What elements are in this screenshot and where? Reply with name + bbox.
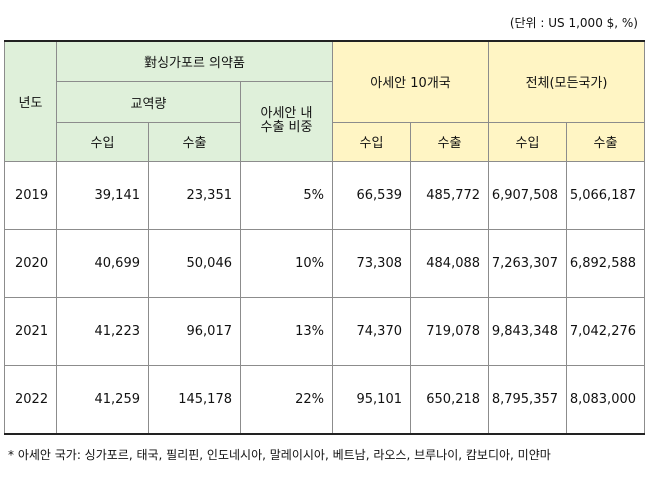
cell-total-export: 7,042,276 (566, 297, 646, 367)
cell-year: 2022 (4, 365, 57, 436)
table-row: 2019 39,141 23,351 5% 66,539 485,772 6,9… (4, 160, 646, 230)
cell-sg-import: 41,223 (56, 297, 149, 367)
cell-asean-import: 73,308 (332, 228, 411, 299)
cell-asean-export: 719,078 (409, 297, 490, 367)
cell-total-export: 5,066,187 (566, 160, 646, 230)
cell-sg-export: 23,351 (148, 160, 241, 230)
cell-share: 10% (240, 228, 333, 299)
cell-share: 13% (240, 297, 333, 367)
header-asean-import: 수입 (332, 121, 411, 162)
header-asean-share: 아세안 내 수출 비중 (240, 81, 333, 162)
cell-sg-export: 145,178 (148, 365, 241, 436)
cell-share: 22% (240, 365, 333, 436)
cell-sg-import: 39,141 (56, 160, 149, 230)
header-asean-share-line1: 아세안 내 (260, 106, 313, 122)
cell-sg-export: 50,046 (148, 228, 241, 299)
header-trade-volume: 교역량 (56, 81, 241, 123)
header-singapore-group: 對싱가포르 의약품 (56, 40, 333, 83)
cell-total-export: 6,892,588 (566, 228, 646, 299)
cell-total-export: 8,083,000 (566, 365, 646, 436)
cell-share: 5% (240, 160, 333, 230)
cell-year: 2020 (4, 228, 57, 299)
header-asean-group: 아세안 10개국 (331, 39, 490, 123)
cell-sg-import: 41,259 (56, 365, 149, 436)
cell-sg-export: 96,017 (148, 297, 241, 367)
cell-sg-import: 40,699 (56, 228, 149, 299)
cell-asean-export: 484,088 (409, 228, 490, 299)
header-sg-export: 수출 (148, 121, 241, 162)
header-total-group: 전체(모든국가) (488, 39, 646, 123)
cell-total-import: 8,795,357 (488, 365, 568, 436)
unit-note: (단위 : US 1,000 $, %) (509, 16, 638, 30)
cell-asean-import: 74,370 (332, 297, 411, 367)
header-asean-export: 수출 (409, 121, 490, 162)
cell-total-import: 6,907,508 (488, 160, 568, 230)
cell-asean-import: 95,101 (332, 365, 411, 436)
cell-year: 2019 (4, 160, 57, 230)
table-row: 2022 41,259 145,178 22% 95,101 650,218 8… (4, 365, 646, 436)
footnote: * 아세안 국가: 싱가포르, 태국, 필리핀, 인도네시아, 말레이시아, 베… (8, 448, 551, 462)
header-sg-import: 수입 (56, 121, 149, 162)
header-total-export: 수출 (566, 121, 646, 162)
header-year: 년도 (4, 39, 57, 162)
trade-table: 년도 對싱가포르 의약품 아세안 10개국 전체(모든국가) 교역량 아세안 내… (4, 39, 646, 436)
cell-asean-import: 66,539 (332, 160, 411, 230)
cell-asean-export: 650,218 (409, 365, 490, 436)
header-total-import: 수입 (488, 121, 568, 162)
cell-year: 2021 (4, 297, 57, 367)
cell-total-import: 7,263,307 (488, 228, 568, 299)
table-row: 2021 41,223 96,017 13% 74,370 719,078 9,… (4, 297, 646, 367)
header-asean-share-line2: 수출 비중 (260, 120, 313, 136)
cell-total-import: 9,843,348 (488, 297, 568, 367)
table-row: 2020 40,699 50,046 10% 73,308 484,088 7,… (4, 228, 646, 299)
cell-asean-export: 485,772 (409, 160, 490, 230)
